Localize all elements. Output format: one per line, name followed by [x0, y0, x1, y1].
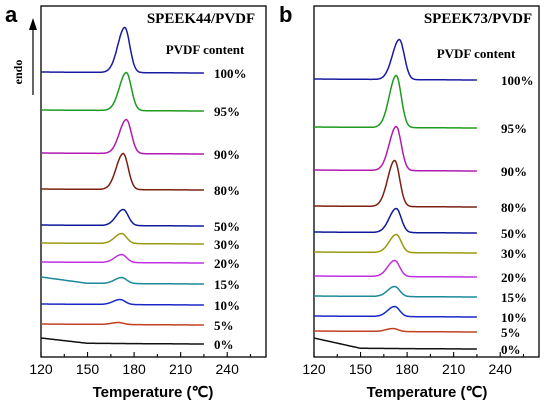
- x-tick-label: 120: [29, 361, 53, 377]
- series-label: 30%: [214, 237, 240, 252]
- dsc-curve-10pct: [41, 298, 205, 306]
- dsc-curve-20pct: [41, 253, 205, 264]
- series-label: 20%: [501, 270, 527, 285]
- series-label: 100%: [214, 66, 247, 81]
- series-label: 80%: [501, 200, 527, 215]
- dsc-curve-0pct: [40, 337, 205, 345]
- series-label: 90%: [501, 164, 527, 179]
- panel-a-subtitle: PVDF content: [166, 42, 245, 57]
- series-label: 10%: [501, 310, 527, 325]
- series-label: 0%: [501, 342, 521, 357]
- panel-b-series-labels: 100% 95% 90% 80% 50% 30% 20% 15% 10%5% 0%: [501, 73, 534, 357]
- panel-a-frame: [40, 5, 267, 358]
- panel-a-x-axis: 120 150 180 210 240: [29, 352, 252, 377]
- series-label: 80%: [214, 183, 240, 198]
- panel-b-curves: [313, 38, 478, 350]
- series-label: 90%: [214, 147, 240, 162]
- series-label: 5%: [214, 318, 234, 333]
- panel-b-frame: [313, 5, 540, 358]
- x-tick-label: 180: [122, 361, 146, 377]
- panel-b-title: SPEEK73/PVDF: [424, 11, 532, 27]
- dsc-curve-100pct: [314, 38, 477, 81]
- dsc-curve-10pct: [314, 305, 478, 318]
- panel-a-curves: [40, 26, 205, 345]
- panel-a-series-labels: 100% 95% 90% 80% 50% 30% 20% 15% 10% 5% 0%: [214, 66, 247, 352]
- series-label: 15%: [214, 277, 240, 292]
- x-tick-label: 210: [442, 361, 466, 377]
- series-label: 30%: [501, 246, 527, 261]
- x-tick-label: 120: [302, 361, 326, 377]
- x-tick-label: 240: [489, 361, 513, 377]
- panel-a-x-axis-label: Temperature (℃): [93, 384, 214, 401]
- dsc-curve-15pct: [40, 276, 205, 285]
- dsc-curve-5pct: [314, 327, 478, 333]
- x-tick-label: 240: [216, 361, 240, 377]
- panel-b-subtitle: PVDF content: [437, 46, 516, 61]
- dsc-curve-0pct: [313, 337, 478, 350]
- dsc-curve-50pct: [314, 207, 478, 234]
- x-tick-label: 180: [395, 361, 419, 377]
- dsc-curve-100pct: [41, 26, 204, 74]
- panel-letter-b: b: [279, 2, 292, 27]
- x-tick-label: 150: [349, 361, 373, 377]
- series-label: 95%: [501, 121, 527, 136]
- series-label: 0%: [214, 337, 234, 352]
- series-label: 100%: [501, 73, 534, 88]
- series-label: 15%: [501, 290, 527, 305]
- endo-label: endo: [11, 60, 25, 85]
- endo-indicator: endo: [11, 18, 37, 95]
- dsc-curve-30pct: [41, 232, 205, 245]
- series-label: 10%: [214, 298, 240, 313]
- dsc-curve-30pct: [314, 233, 478, 254]
- dsc-curve-80pct: [314, 159, 478, 208]
- panel-letter-a: a: [5, 2, 18, 27]
- endo-arrowhead-icon: [29, 18, 37, 30]
- panel-a-title: SPEEK44/PVDF: [147, 11, 255, 27]
- dsc-curve-80pct: [41, 152, 205, 191]
- series-label: 95%: [214, 104, 240, 119]
- series-label: 20%: [214, 256, 240, 271]
- dsc-curve-95pct: [314, 74, 478, 129]
- dsc-curve-90pct: [41, 118, 205, 155]
- dsc-curve-50pct: [41, 208, 205, 227]
- dsc-curve-90pct: [314, 125, 478, 172]
- x-tick-label: 210: [169, 361, 193, 377]
- series-label: 50%: [214, 219, 240, 234]
- dsc-curve-15pct: [314, 285, 478, 298]
- dsc-curve-5pct: [41, 321, 205, 326]
- dsc-curve-20pct: [314, 259, 478, 278]
- dsc-curve-95pct: [41, 71, 204, 112]
- panel-b-x-axis-label: Temperature (℃): [367, 384, 488, 401]
- panel-a: a SPEEK44/PVDF PVDF content 120 150 180 210…: [5, 2, 267, 401]
- x-tick-label: 150: [76, 361, 100, 377]
- panel-b-x-axis: 120 150 180 210 240: [302, 352, 525, 377]
- series-label: 5%: [501, 325, 521, 340]
- panel-b: b SPEEK73/PVDF PVDF content 120 150 180 210…: [279, 2, 540, 401]
- series-label: 50%: [501, 226, 527, 241]
